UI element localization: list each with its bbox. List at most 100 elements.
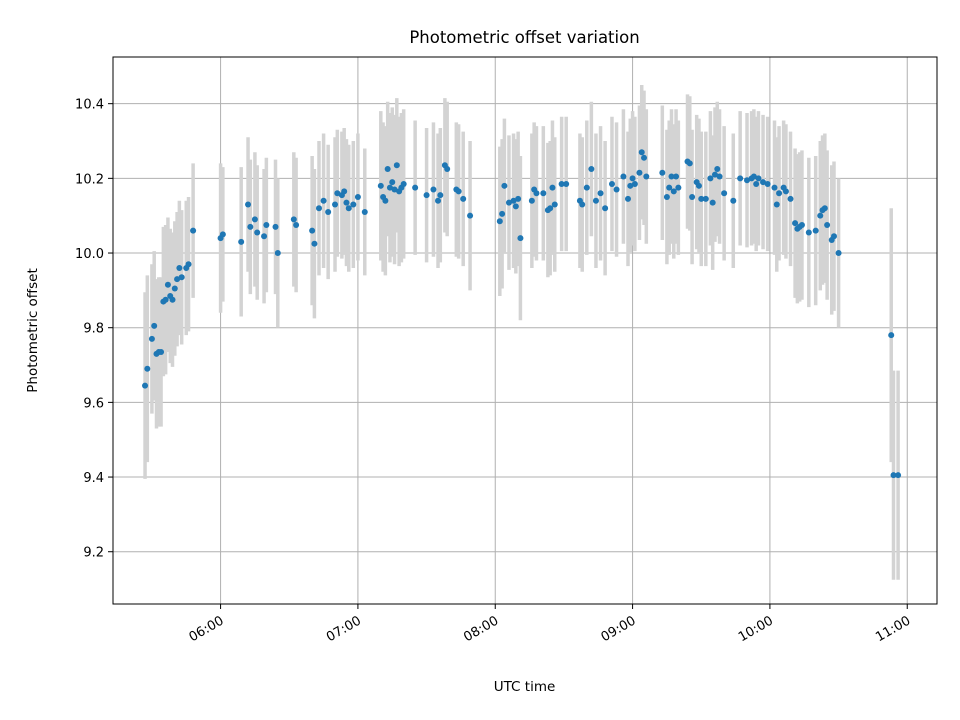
data-point xyxy=(171,285,178,292)
data-point xyxy=(499,210,506,217)
data-point xyxy=(760,179,767,186)
data-point xyxy=(158,348,165,355)
data-point xyxy=(151,322,158,329)
data-point xyxy=(164,281,171,288)
data-point xyxy=(773,201,780,208)
data-point xyxy=(608,180,615,187)
data-point xyxy=(142,382,149,389)
data-point xyxy=(782,188,789,195)
data-point xyxy=(467,212,474,219)
data-point xyxy=(343,199,350,206)
data-point xyxy=(627,182,634,189)
data-point xyxy=(636,169,643,176)
data-point xyxy=(709,199,716,206)
data-point xyxy=(805,229,812,236)
data-point xyxy=(663,194,670,201)
plot-frame xyxy=(112,56,938,605)
data-point xyxy=(750,173,757,180)
data-point xyxy=(675,184,682,191)
data-point xyxy=(178,274,185,281)
data-point xyxy=(798,222,805,229)
data-point xyxy=(714,166,721,173)
data-point xyxy=(812,227,819,234)
y-tick-label: 9.2 xyxy=(83,546,104,561)
data-point xyxy=(389,179,396,186)
data-point xyxy=(517,235,524,242)
data-point xyxy=(631,180,638,187)
data-point xyxy=(620,173,627,180)
data-point xyxy=(185,261,192,268)
data-point xyxy=(272,223,279,230)
data-point xyxy=(689,194,696,201)
y-tick-label: 9.6 xyxy=(83,396,104,411)
data-point xyxy=(274,250,281,257)
data-point xyxy=(391,186,398,193)
data-point xyxy=(430,186,437,193)
data-point xyxy=(320,197,327,204)
data-point xyxy=(444,166,451,173)
data-point xyxy=(423,192,430,199)
data-point xyxy=(144,365,151,372)
chart-title: Photometric offset variation xyxy=(409,28,639,47)
data-point xyxy=(341,188,348,195)
data-point xyxy=(393,162,400,169)
data-point xyxy=(350,201,357,208)
data-point xyxy=(835,250,842,257)
data-point xyxy=(563,180,570,187)
data-point xyxy=(821,205,828,212)
data-point xyxy=(293,222,300,229)
data-point xyxy=(711,171,718,178)
data-point xyxy=(588,166,595,173)
data-points xyxy=(142,149,902,479)
data-point xyxy=(558,180,565,187)
data-point xyxy=(707,175,714,182)
data-point xyxy=(345,205,352,212)
data-point xyxy=(176,264,183,271)
data-point xyxy=(169,296,176,303)
data-point xyxy=(162,296,169,303)
data-point xyxy=(510,197,517,204)
data-point xyxy=(579,201,586,208)
data-point xyxy=(311,240,318,247)
data-point xyxy=(382,197,389,204)
data-point xyxy=(412,184,419,191)
data-point xyxy=(174,276,181,283)
data-point xyxy=(592,197,599,204)
data-point xyxy=(695,182,702,189)
data-point xyxy=(613,186,620,193)
data-point xyxy=(290,216,297,223)
data-point xyxy=(702,195,709,202)
data-point xyxy=(460,195,467,202)
data-point xyxy=(764,180,771,187)
y-tick-label: 10.2 xyxy=(75,172,104,187)
data-point xyxy=(744,177,751,184)
y-tick-label: 10.0 xyxy=(75,247,104,262)
data-point xyxy=(254,229,261,236)
data-point xyxy=(332,201,339,208)
data-point xyxy=(238,238,245,245)
data-point xyxy=(309,227,316,234)
data-point xyxy=(638,149,645,156)
data-point xyxy=(771,184,778,191)
data-point xyxy=(261,233,268,240)
y-axis: 9.2 9.4 9.6 9.8 10.0 10.2 10.4 xyxy=(75,98,113,561)
data-point xyxy=(316,205,322,212)
data-point xyxy=(247,223,254,230)
data-point xyxy=(549,184,556,191)
data-point xyxy=(831,233,837,240)
data-point xyxy=(888,332,895,339)
data-point xyxy=(625,195,631,202)
data-point xyxy=(515,195,522,202)
data-point xyxy=(666,184,673,191)
data-point xyxy=(730,197,737,204)
data-point xyxy=(325,208,332,215)
data-point xyxy=(583,184,590,191)
data-point xyxy=(659,169,666,176)
data-point xyxy=(190,227,197,234)
data-point xyxy=(148,335,155,342)
data-point xyxy=(540,190,547,197)
data-point xyxy=(668,173,675,180)
data-point xyxy=(354,194,361,201)
data-point xyxy=(737,175,744,182)
